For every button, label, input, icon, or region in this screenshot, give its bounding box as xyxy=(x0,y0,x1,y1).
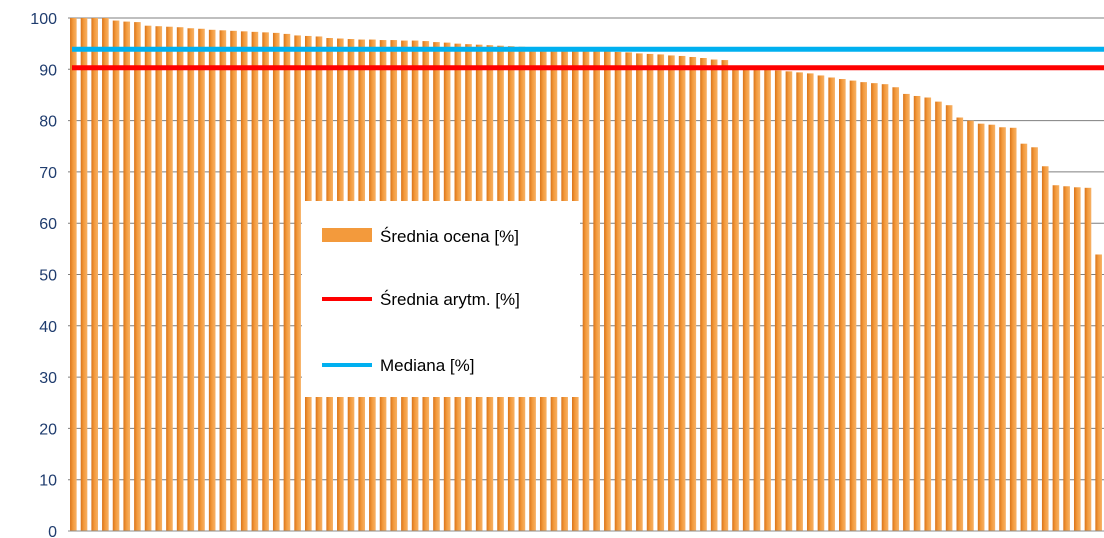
bar xyxy=(721,60,729,531)
bar xyxy=(123,21,131,532)
bar xyxy=(871,83,878,532)
y-tick-label: 80 xyxy=(39,114,57,131)
bar xyxy=(774,70,782,531)
bar xyxy=(881,84,889,532)
bar xyxy=(102,18,109,531)
bar xyxy=(262,32,269,532)
y-axis-ticks: 0 10 20 30 40 50 60 70 80 90 100 xyxy=(30,11,57,538)
y-tick-label: 0 xyxy=(48,524,57,538)
bar xyxy=(604,51,611,532)
bar xyxy=(924,97,932,531)
legend-swatch-bar xyxy=(322,228,372,242)
bar-series xyxy=(70,18,1102,532)
bar xyxy=(636,53,643,532)
bar xyxy=(91,18,99,531)
bar xyxy=(742,67,750,531)
bar xyxy=(70,18,77,531)
bar xyxy=(1009,127,1017,531)
bar xyxy=(817,75,825,532)
y-tick-label: 90 xyxy=(39,62,57,79)
bar xyxy=(272,32,280,531)
bar xyxy=(593,50,600,531)
bar xyxy=(796,72,803,531)
bar xyxy=(806,73,814,532)
legend-swatch-median xyxy=(322,363,372,367)
bar xyxy=(176,27,184,531)
y-tick-label: 30 xyxy=(39,370,57,387)
bar xyxy=(988,124,996,531)
bar xyxy=(155,26,163,532)
bar xyxy=(1063,186,1070,531)
bar xyxy=(219,30,227,532)
bar xyxy=(668,55,675,531)
bar xyxy=(1031,147,1038,531)
y-tick-label: 40 xyxy=(39,319,57,336)
bar xyxy=(710,59,718,532)
bar xyxy=(732,66,739,532)
bar xyxy=(785,71,793,531)
bar xyxy=(646,53,654,531)
legend-label-arith-mean: Średnia arytm. [%] xyxy=(380,290,520,309)
bar xyxy=(945,105,953,532)
bar xyxy=(198,28,205,532)
bar xyxy=(144,25,152,531)
legend: Średnia ocena [%] Średnia arytm. [%] Med… xyxy=(302,201,580,397)
bar xyxy=(828,77,835,531)
bar xyxy=(860,82,867,532)
bar xyxy=(678,55,686,532)
y-tick-label: 60 xyxy=(39,216,57,233)
bar xyxy=(1041,166,1049,531)
reference-lines xyxy=(72,46,1104,71)
y-tick-label: 100 xyxy=(30,11,57,28)
legend-label-mean-score: Średnia ocena [%] xyxy=(380,227,519,246)
bar xyxy=(134,22,141,531)
bar xyxy=(999,127,1006,532)
bar xyxy=(1084,187,1092,532)
bar xyxy=(625,52,633,532)
bar xyxy=(689,56,697,532)
bar xyxy=(956,117,964,532)
bar xyxy=(240,31,248,532)
bar xyxy=(614,51,622,532)
bar xyxy=(294,35,301,531)
bar xyxy=(187,28,195,531)
y-tick-label: 70 xyxy=(39,165,57,182)
bar xyxy=(283,33,291,532)
bar xyxy=(112,20,120,532)
y-tick-label: 10 xyxy=(39,473,57,490)
bar xyxy=(839,79,846,532)
bar xyxy=(80,18,88,531)
bar xyxy=(582,50,590,531)
bar xyxy=(903,93,910,532)
bar xyxy=(935,101,942,532)
y-tick-label: 50 xyxy=(39,268,57,285)
bar xyxy=(977,123,985,532)
legend-swatch-mean xyxy=(322,297,372,301)
bar xyxy=(208,29,216,532)
bar xyxy=(1095,254,1102,532)
bar xyxy=(892,87,900,531)
bar xyxy=(657,54,665,532)
bar xyxy=(753,68,761,532)
bar xyxy=(1052,185,1060,532)
bar xyxy=(967,120,974,531)
y-tick-label: 20 xyxy=(39,421,57,438)
bar xyxy=(700,58,707,531)
bar xyxy=(166,26,173,531)
legend-label-median: Mediana [%] xyxy=(380,356,475,375)
bar xyxy=(230,30,237,531)
bar xyxy=(913,95,921,531)
bar xyxy=(1073,187,1081,532)
bar xyxy=(849,80,857,531)
bar xyxy=(764,69,771,532)
bar xyxy=(1020,143,1028,531)
bar xyxy=(251,31,259,531)
